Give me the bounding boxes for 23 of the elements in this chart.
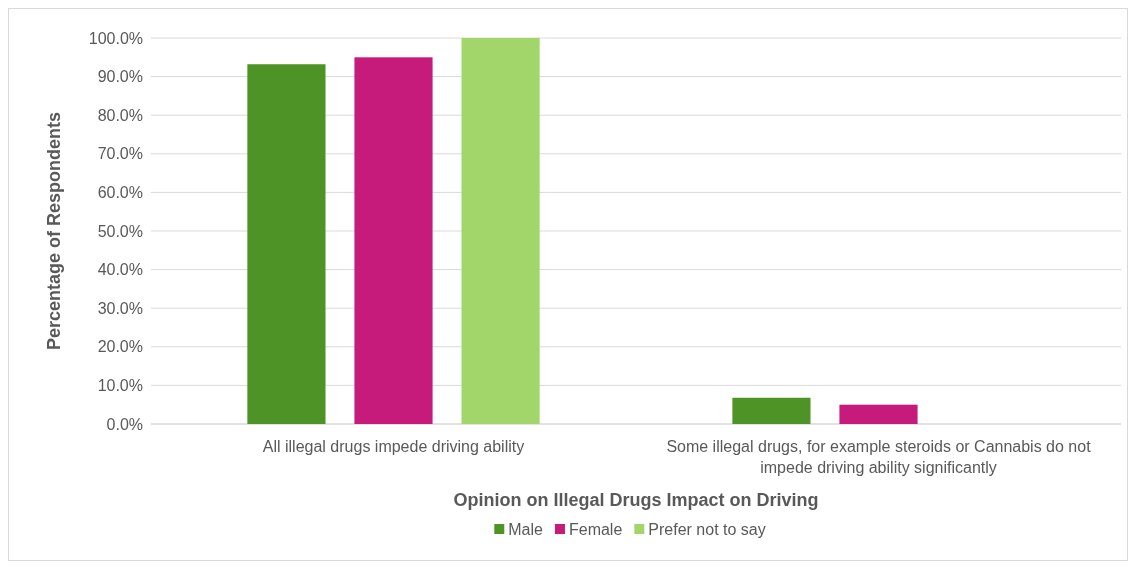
y-tick-label: 100.0%	[88, 29, 143, 47]
x-axis-title: Opinion on Illegal Drugs Impact on Driving	[453, 490, 819, 510]
y-tick-label: 80.0%	[97, 106, 143, 124]
bar	[247, 64, 326, 424]
bar	[461, 38, 540, 424]
legend-label: Male	[508, 520, 544, 538]
legend-label: Female	[568, 520, 623, 538]
legend-label: Prefer not to say	[648, 520, 766, 538]
y-tick-label: 60.0%	[97, 184, 143, 201]
bar	[354, 57, 433, 424]
bar	[732, 397, 811, 424]
y-tick-label: 20.0%	[97, 338, 143, 356]
bar	[839, 404, 918, 424]
y-tick-label: 30.0%	[97, 299, 143, 317]
x-tick-label: Some illegal drugs, for example steroids or Cannabis do not impede driving ability significantly	[666, 438, 1092, 476]
y-tick-label: 90.0%	[97, 68, 143, 86]
y-axis-title: Percentage of Respondents	[44, 111, 64, 351]
y-tick-label: 70.0%	[97, 145, 143, 163]
y-tick-label: 50.0%	[97, 222, 143, 240]
y-tick-label: 0.0%	[106, 415, 143, 433]
x-tick-label: All illegal drugs impede driving ability	[262, 438, 525, 455]
y-tick-label: 40.0%	[97, 261, 143, 279]
y-tick-label: 10.0%	[97, 377, 143, 394]
